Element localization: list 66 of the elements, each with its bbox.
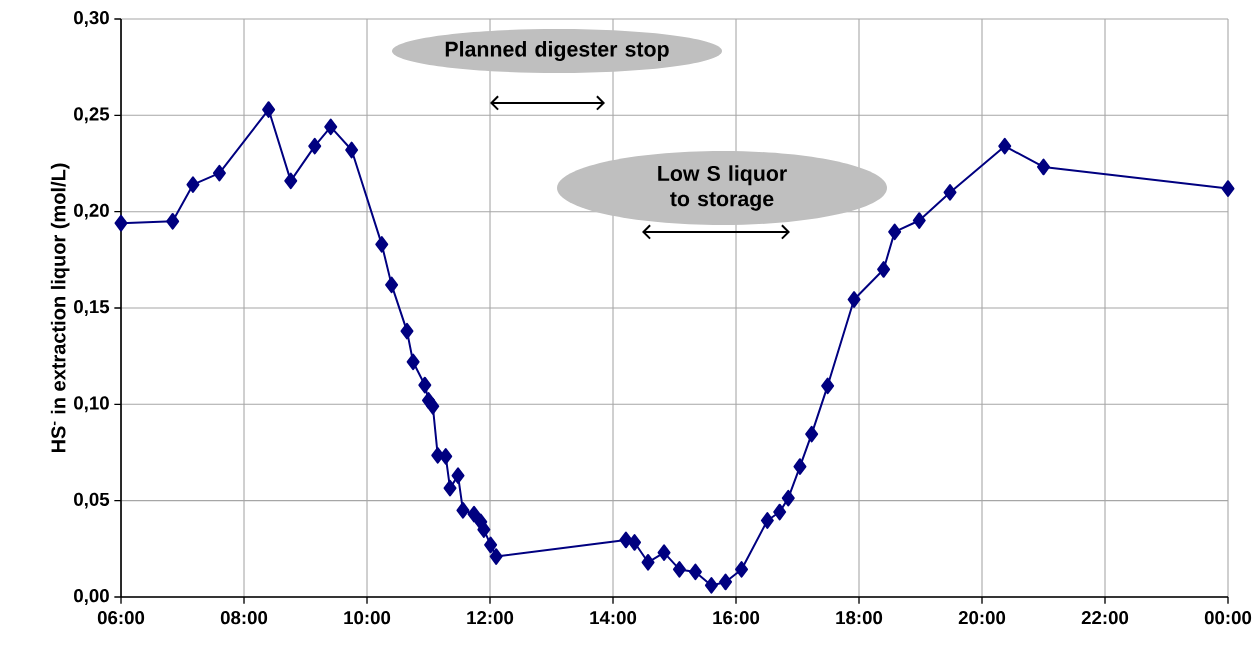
point xyxy=(489,548,503,565)
point xyxy=(657,544,671,562)
point xyxy=(439,448,453,465)
point xyxy=(943,184,957,201)
point xyxy=(345,141,359,159)
point xyxy=(877,261,891,278)
point xyxy=(477,521,491,538)
point xyxy=(781,489,795,507)
point xyxy=(641,553,655,571)
point xyxy=(805,425,819,443)
point xyxy=(418,376,432,394)
y-axis-title: HS$^{-}$ in extraction liquor (mol/L) xyxy=(50,163,70,453)
x-tick-label: 22:00 xyxy=(1081,611,1129,625)
x-tick-label: 06:00 xyxy=(97,611,145,625)
point xyxy=(847,291,861,308)
point xyxy=(1037,158,1050,176)
annotation: Planned digester stop xyxy=(445,41,669,61)
point xyxy=(773,503,787,521)
point xyxy=(456,501,470,519)
point xyxy=(912,212,926,229)
point xyxy=(821,377,835,395)
y-tick-label: 0,05 xyxy=(74,492,110,509)
x-tick-label: 16:00 xyxy=(713,611,760,625)
point xyxy=(1221,180,1235,197)
point xyxy=(375,236,389,253)
y-tick-label: 0,25 xyxy=(74,107,110,124)
point xyxy=(998,137,1012,155)
x-tick-label: 14:00 xyxy=(590,611,637,625)
point xyxy=(888,223,902,241)
y-tick-label: 0,00 xyxy=(74,589,109,605)
point xyxy=(793,458,807,475)
x-tick-label: 00:00 xyxy=(1204,611,1252,625)
point xyxy=(262,101,276,118)
point xyxy=(114,214,128,232)
point xyxy=(451,467,465,484)
x-tick-label: 12:00 xyxy=(467,611,514,625)
point xyxy=(760,512,774,529)
point xyxy=(628,534,642,551)
y-tick-label: 0,10 xyxy=(74,396,109,413)
y-tick-label: 0,30 xyxy=(74,11,109,27)
point xyxy=(186,176,200,194)
x-tick-label: 20:00 xyxy=(958,611,1006,625)
point xyxy=(166,212,180,230)
point xyxy=(704,577,718,594)
point xyxy=(212,164,226,182)
point xyxy=(426,397,440,415)
x-tick-label: 18:00 xyxy=(836,611,883,625)
point xyxy=(688,563,702,581)
point xyxy=(406,353,420,371)
point xyxy=(308,137,322,155)
point xyxy=(443,479,457,497)
point xyxy=(672,561,686,578)
point xyxy=(284,172,298,190)
y-tick-label: 0,15 xyxy=(74,300,110,316)
x-tick-label: 08:00 xyxy=(220,611,268,625)
x-tick-label: 10:00 xyxy=(344,611,391,625)
point xyxy=(324,118,338,136)
point xyxy=(467,505,481,523)
point xyxy=(400,322,414,340)
point xyxy=(619,531,633,549)
y-tick-label: 0,20 xyxy=(74,203,109,220)
annotation: Low S liquor to storage xyxy=(658,165,787,211)
point xyxy=(484,536,498,554)
point xyxy=(385,276,399,294)
point xyxy=(719,573,733,591)
point xyxy=(735,561,749,578)
